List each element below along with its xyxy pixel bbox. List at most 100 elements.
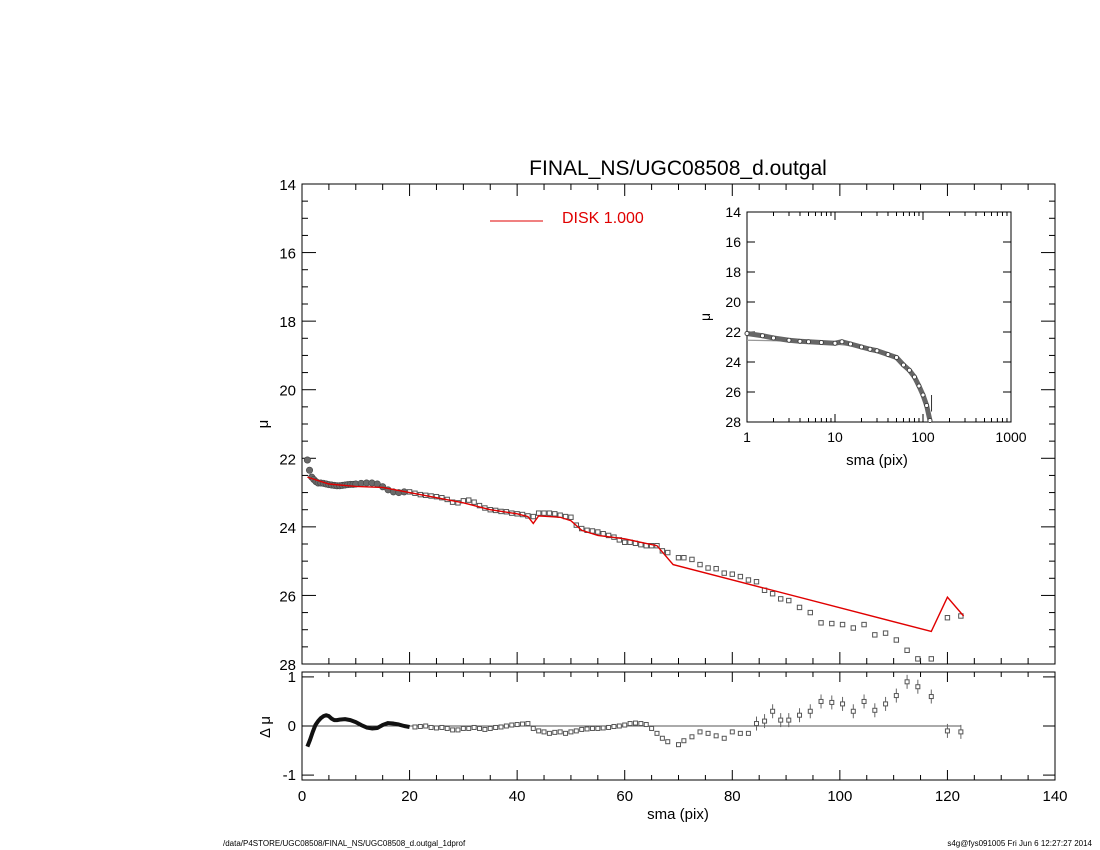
x-tick-label: 80 (724, 788, 741, 805)
residual-point (681, 738, 687, 744)
residual-point (503, 723, 509, 729)
x-tick-label: 140 (1042, 788, 1067, 805)
residual-point (568, 729, 574, 735)
data-point (737, 573, 744, 580)
residual-point (557, 729, 563, 735)
data-point (530, 513, 536, 520)
data-point (797, 338, 803, 344)
y-tick-label: 28 (279, 657, 296, 674)
residual-point (433, 725, 439, 731)
residual-point (471, 724, 477, 730)
residual-point (797, 712, 803, 718)
y-tick-label: 24 (279, 520, 296, 537)
residual-point (514, 722, 520, 728)
residual-point (649, 725, 655, 731)
residual-point (928, 694, 934, 700)
main-panel: 14 16 18 20 22 24 26 28 μ DISK 1.000 (255, 177, 1056, 674)
data-point (944, 615, 951, 621)
residual-point (807, 708, 813, 714)
residual-point (530, 725, 536, 731)
data-point (839, 621, 846, 628)
residual-line (305, 713, 410, 748)
data-point (541, 510, 547, 516)
x-axis-label: sma (pix) (647, 806, 709, 823)
data-point (861, 621, 867, 628)
residual-point (778, 717, 784, 723)
data-point (471, 499, 477, 505)
residual-point (573, 728, 579, 734)
y-tick-label: 18 (725, 264, 741, 280)
data-point (893, 637, 900, 643)
y-tick-label: 26 (725, 384, 741, 400)
residual-point (525, 721, 531, 727)
data-point (665, 549, 671, 556)
data-point (705, 565, 711, 571)
chart-title: FINAL_NS/UGC08508_d.outgal (529, 157, 827, 180)
residual-point (872, 707, 878, 713)
data-point (449, 499, 456, 505)
data-point (466, 497, 472, 503)
residual-point (579, 726, 585, 732)
residual-point (428, 724, 434, 730)
data-point (901, 362, 906, 368)
data-point (894, 355, 899, 360)
x-tick-label: 100 (911, 429, 935, 445)
residual-point (622, 722, 628, 728)
x-tick-label: 60 (616, 788, 633, 805)
data-point (928, 656, 934, 662)
residual-point (482, 726, 488, 732)
residual-point (606, 724, 612, 730)
x-tick-label: 10 (827, 429, 843, 445)
data-point (745, 577, 752, 583)
residual-point (893, 693, 899, 699)
data-point (874, 348, 880, 354)
y-tick-label: 22 (725, 324, 741, 340)
residual-point (915, 684, 921, 690)
residual-point (498, 724, 504, 730)
data-point (916, 383, 922, 389)
inset-background (747, 212, 1011, 422)
data-point (303, 456, 311, 464)
data-point (924, 403, 930, 408)
data-point (850, 625, 857, 631)
data-point (867, 346, 873, 352)
data-point (713, 565, 719, 572)
residual-point (509, 722, 515, 728)
y-tick-label: 22 (279, 451, 296, 468)
data-point (832, 340, 838, 346)
residual-point (476, 725, 482, 731)
inset-plot-frame (746, 211, 1012, 423)
data-point (697, 561, 703, 568)
data-point (786, 337, 792, 343)
data-point (622, 539, 628, 545)
data-point (912, 374, 917, 380)
data-point (915, 656, 921, 662)
residual-point (705, 730, 711, 736)
residual-point (786, 717, 792, 723)
x-tick-label: 0 (298, 788, 306, 805)
data-point (595, 529, 601, 535)
residual-point (412, 724, 418, 730)
data-point (818, 340, 824, 345)
data-point (476, 502, 483, 509)
residual-point (546, 730, 552, 736)
residual-point (487, 725, 493, 731)
residual-point (721, 735, 727, 741)
data-point (882, 630, 889, 636)
residual-point (423, 723, 429, 729)
data-point (807, 609, 813, 616)
y-tick-label: 1 (288, 669, 296, 686)
residual-point (643, 722, 649, 728)
y-tick-label: 28 (725, 414, 741, 430)
residual-point (632, 720, 638, 726)
y-tick-label: 24 (725, 354, 741, 370)
residual-point (444, 725, 450, 731)
y-tick-label: 0 (288, 718, 296, 735)
residual-point (520, 721, 526, 727)
residual-point (595, 725, 601, 731)
residual-point (417, 723, 423, 729)
y-tick-label: 20 (725, 294, 741, 310)
y-tick-label: 14 (279, 177, 296, 194)
residual-point (861, 698, 867, 704)
